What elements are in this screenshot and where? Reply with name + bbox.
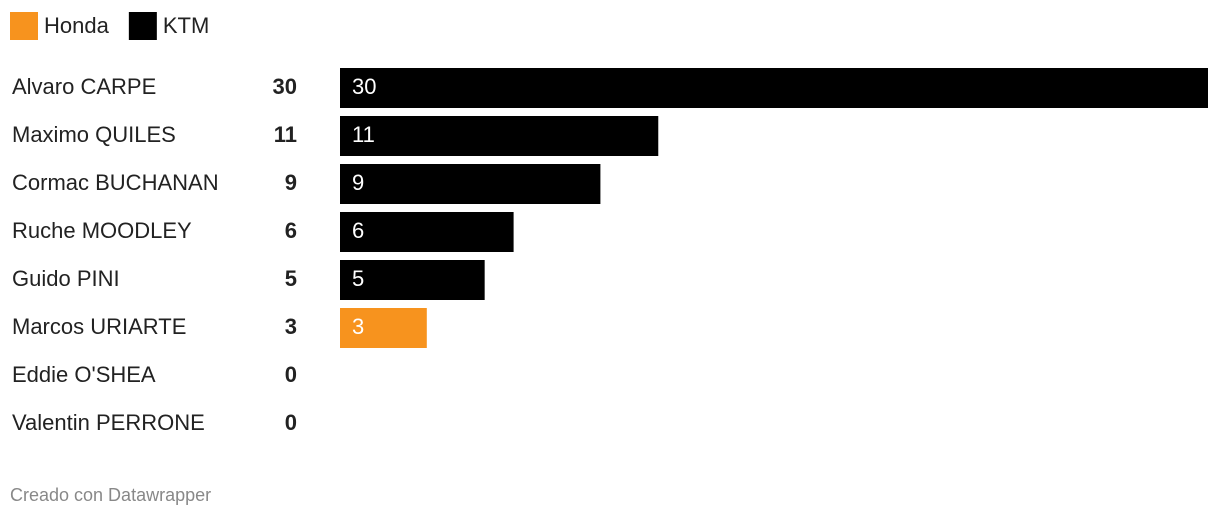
value-label: 0: [285, 410, 297, 435]
bar-label: 11: [352, 122, 375, 147]
legend-swatch: [128, 12, 157, 40]
legend-label: KTM: [163, 13, 209, 38]
value-label: 11: [274, 122, 297, 147]
bar-label: 30: [352, 74, 376, 99]
bar-label: 6: [352, 218, 364, 243]
bar-label: 9: [352, 170, 364, 195]
category-label: Alvaro CARPE: [12, 74, 156, 99]
bar: [340, 308, 427, 348]
bar: [340, 164, 601, 204]
value-label: 0: [285, 362, 297, 387]
bar-label: 5: [352, 266, 364, 291]
value-label: 30: [273, 74, 297, 99]
bar: [340, 68, 1208, 108]
value-label: 9: [285, 170, 297, 195]
category-label: Eddie O'SHEA: [12, 362, 156, 387]
category-label: Ruche MOODLEY: [12, 218, 192, 243]
category-label: Marcos URIARTE: [12, 314, 186, 339]
legend-label: Honda: [44, 13, 110, 38]
bar: [340, 212, 514, 252]
category-label: Maximo QUILES: [12, 122, 176, 147]
value-label: 6: [285, 218, 297, 243]
legend-swatch: [10, 12, 38, 40]
value-label: 3: [285, 314, 297, 339]
value-label: 5: [285, 266, 297, 291]
footer: Creado con Datawrapper: [10, 485, 211, 505]
bar-label: 3: [352, 314, 364, 339]
category-label: Cormac BUCHANAN: [12, 170, 219, 195]
category-label: Guido PINI: [12, 266, 120, 291]
bar: [340, 260, 485, 300]
bar: [340, 116, 659, 156]
category-label: Valentin PERRONE: [12, 410, 205, 435]
